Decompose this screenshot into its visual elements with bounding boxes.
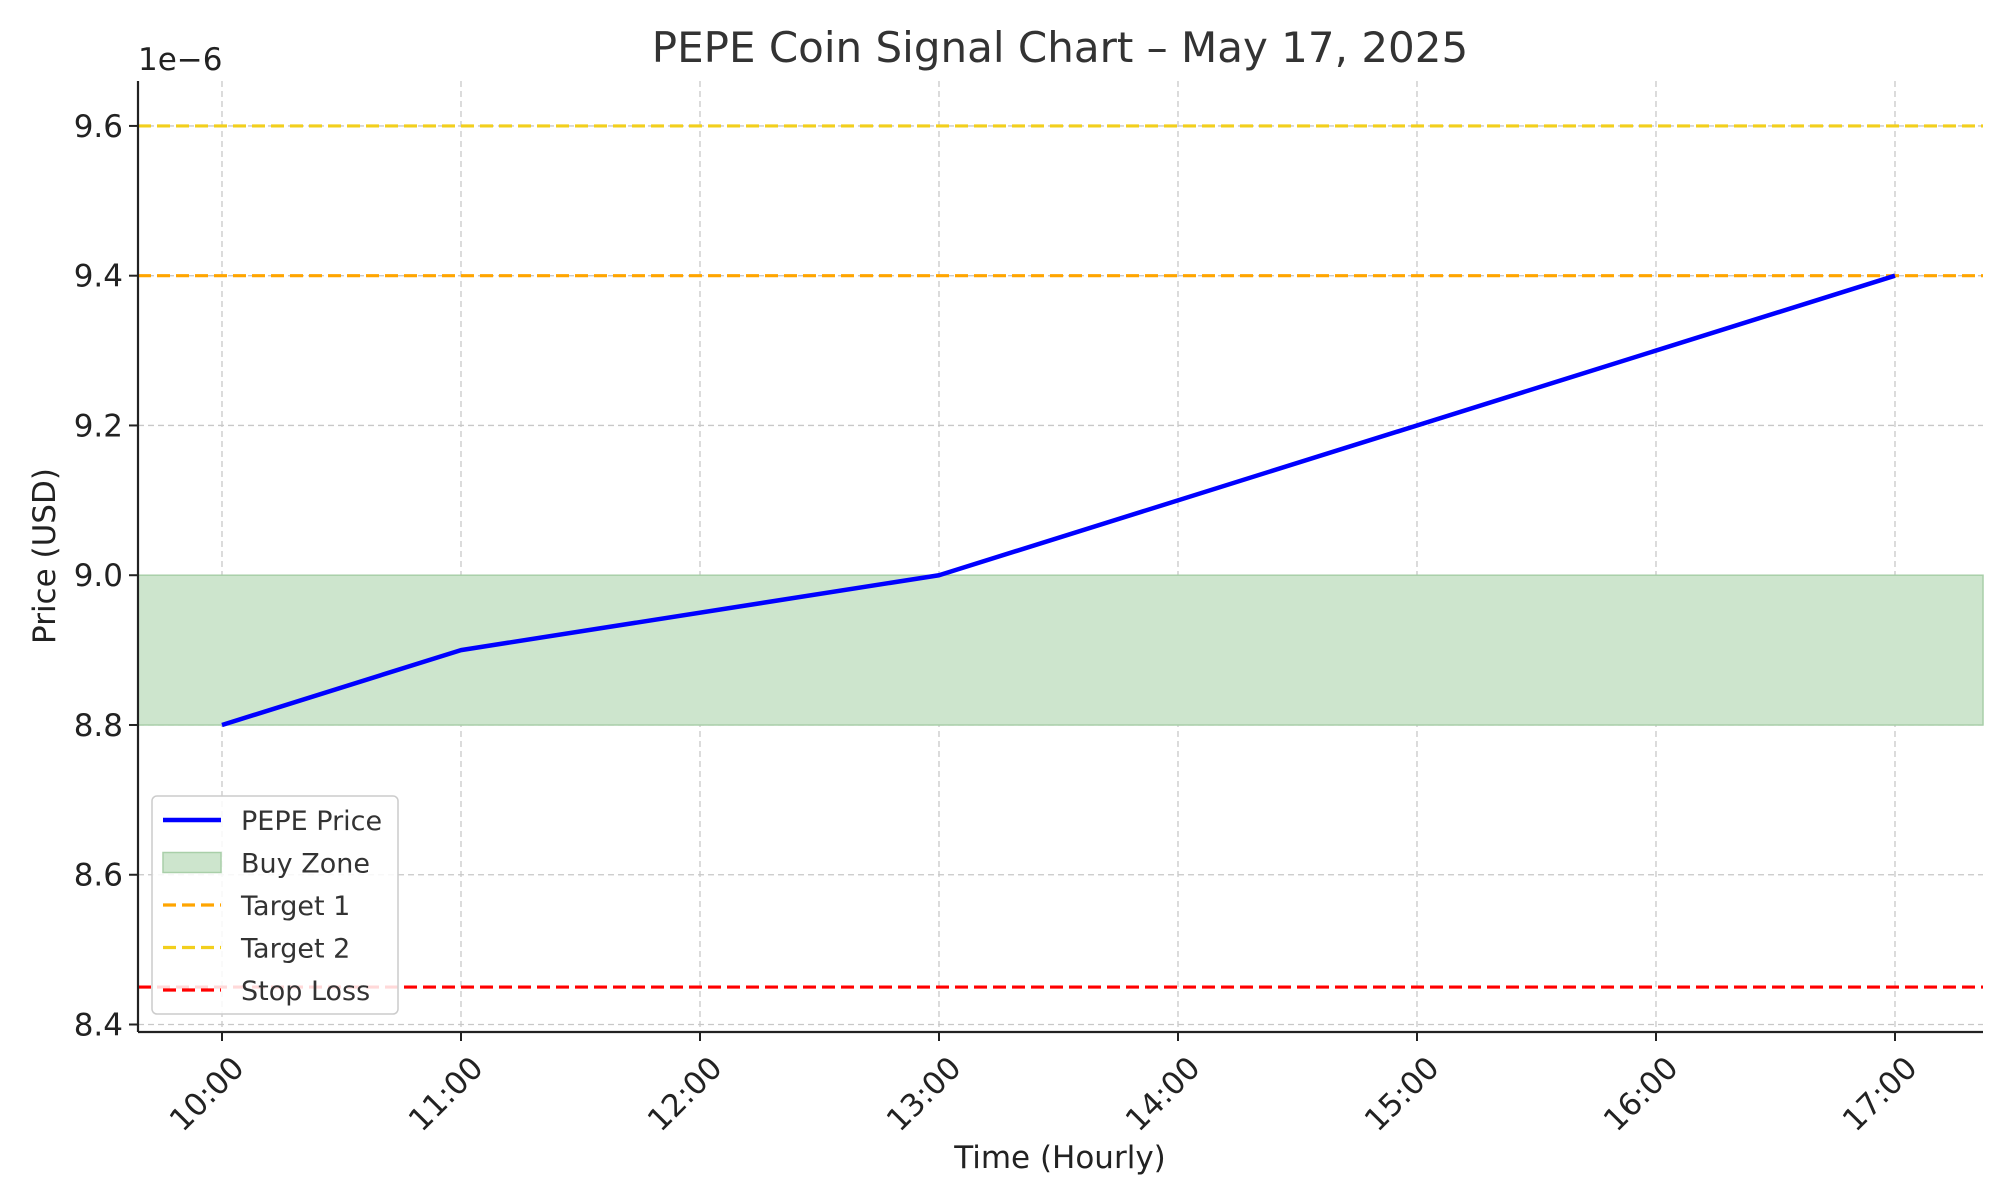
- signal-lines: [138, 124, 1983, 989]
- y-tick-label-4: 9.2: [74, 408, 123, 444]
- x-axis-label: Time (Hourly): [953, 1140, 1166, 1176]
- y-tick-label-6: 9.6: [74, 109, 123, 145]
- legend: PEPE Price Buy Zone Target 1 Target 2 Stop L…: [151, 795, 399, 1015]
- x-tick-label-3: 13:00: [880, 1050, 969, 1139]
- x-tick-labels: 10:00 11:00 12:00 13:00 14:00 15:00 16:00 17:00: [163, 1032, 1925, 1139]
- legend-label-buy-zone: Buy Zone: [241, 849, 370, 880]
- y-tick-label-0: 8.4: [74, 1008, 123, 1044]
- series-line-0: [221, 273, 1896, 728]
- x-tick-label-7: 17:00: [1836, 1050, 1925, 1139]
- legend-label-target-2: Target 2: [240, 934, 350, 965]
- buy-zone-layer: [137, 574, 1984, 726]
- y-tick-label-3: 9.0: [74, 558, 123, 594]
- chart-title: PEPE Coin Signal Chart – May 17, 2025: [652, 23, 1468, 72]
- grid-lines: [138, 81, 1983, 1032]
- x-tick-label-5: 15:00: [1358, 1050, 1447, 1139]
- y-tick-label-2: 8.8: [74, 708, 123, 744]
- y-tick-label-1: 8.6: [74, 858, 123, 894]
- price-series-layer: [221, 273, 1896, 728]
- y-axis-label: Price (USD): [27, 468, 63, 644]
- buy-zone-band: [137, 574, 1984, 726]
- axes: [136, 81, 1983, 1034]
- legend-frame: [151, 795, 399, 1015]
- legend-swatch-buy-zone: [162, 851, 222, 874]
- x-tick-label-2: 12:00: [641, 1050, 730, 1139]
- x-tick-label-6: 16:00: [1597, 1050, 1686, 1139]
- y-tick-labels: 8.4 8.6 8.8 9.0 9.2 9.4 9.6: [74, 109, 138, 1044]
- legend-label-stop-loss: Stop Loss: [241, 976, 370, 1007]
- y-tick-label-5: 9.4: [74, 259, 123, 295]
- y-axis-offset-label: 1e−6: [138, 42, 223, 78]
- x-tick-label-4: 14:00: [1119, 1050, 1208, 1139]
- x-tick-label-1: 11:00: [402, 1050, 491, 1139]
- legend-label-pepe-price: PEPE Price: [241, 806, 382, 837]
- legend-label-target-1: Target 1: [240, 891, 350, 922]
- x-tick-label-0: 10:00: [163, 1050, 252, 1139]
